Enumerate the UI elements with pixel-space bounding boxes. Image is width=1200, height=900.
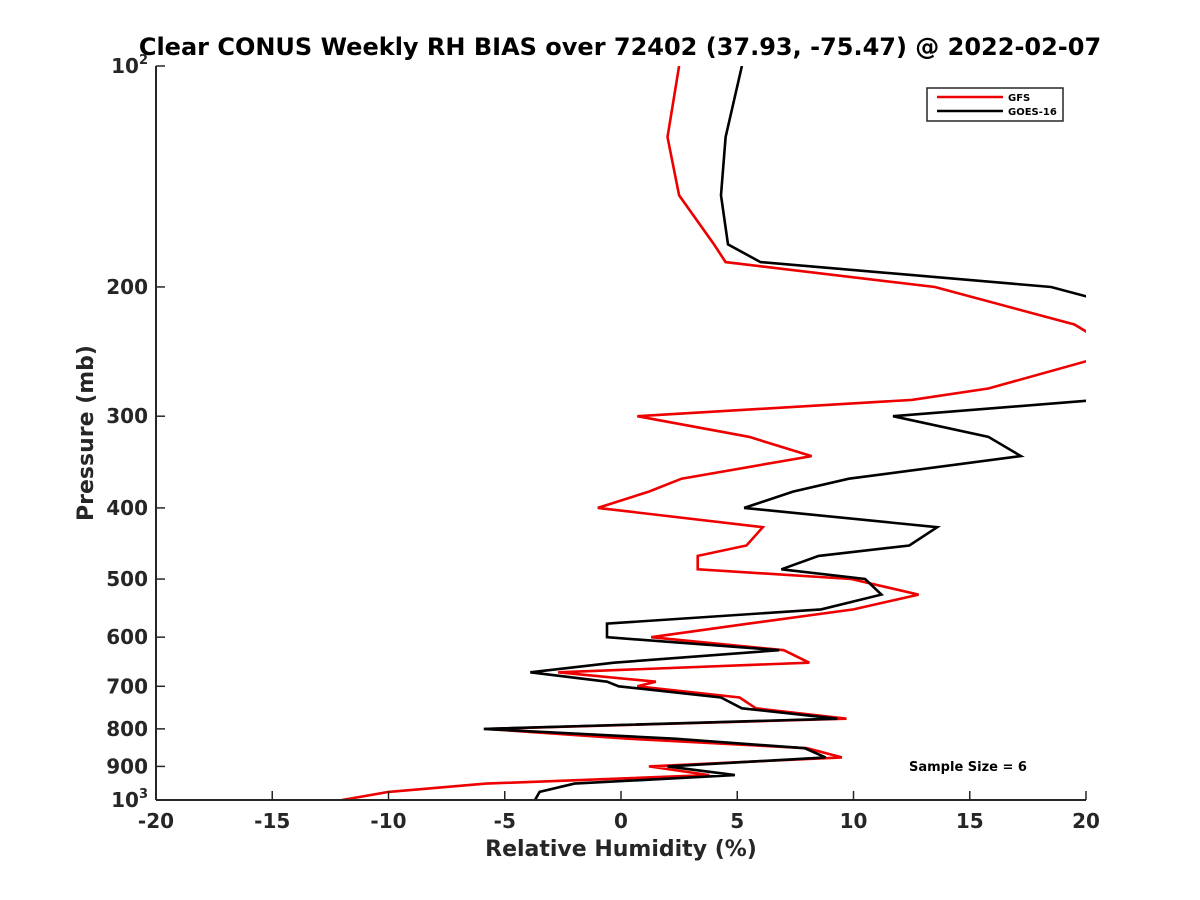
x-tick-label: 15 (956, 809, 984, 833)
legend-box (926, 87, 1064, 122)
y-ticks: 102 200 300 400 500 600 700 800 900 103 (106, 53, 165, 812)
sample-size-annotation: Sample Size = 6 (909, 760, 1027, 775)
x-tick-label: 5 (730, 809, 744, 833)
y-tick-label: 102 (111, 53, 148, 78)
y-axis-label: Pressure (mb) (74, 345, 99, 521)
y-tick-label: 103 (111, 787, 148, 812)
y-tick-label: 200 (106, 275, 148, 299)
x-ticks: -20 -15 -10 -5 0 5 10 15 20 (138, 791, 1100, 833)
x-tick-label: -5 (494, 809, 516, 833)
x-tick-label: 10 (840, 809, 868, 833)
x-axis-label: Relative Humidity (%) (485, 837, 757, 862)
y-tick-label: 300 (106, 404, 148, 428)
legend-label-gfs: GFS (1008, 93, 1030, 104)
y-tick-label: 700 (106, 674, 148, 698)
series-layer (341, 66, 1086, 800)
y-tick-label: 900 (106, 754, 148, 778)
legend: GFS GOES-16 (926, 87, 1064, 122)
y-tick-label: 400 (106, 496, 148, 520)
x-tick-label: 20 (1072, 809, 1100, 833)
series-line-gfs (341, 66, 1086, 800)
x-tick-label: 0 (614, 809, 628, 833)
y-tick-label: 600 (106, 625, 148, 649)
x-tick-label: -15 (254, 809, 290, 833)
y-tick-label: 800 (106, 717, 148, 741)
legend-label-goes16: GOES-16 (1008, 107, 1057, 118)
y-tick-label: 500 (106, 567, 148, 591)
x-tick-label: -20 (138, 809, 174, 833)
x-tick-label: -10 (370, 809, 406, 833)
series-line-goes16 (483, 66, 1086, 800)
chart-title: Clear CONUS Weekly RH BIAS over 72402 (3… (139, 33, 1101, 61)
